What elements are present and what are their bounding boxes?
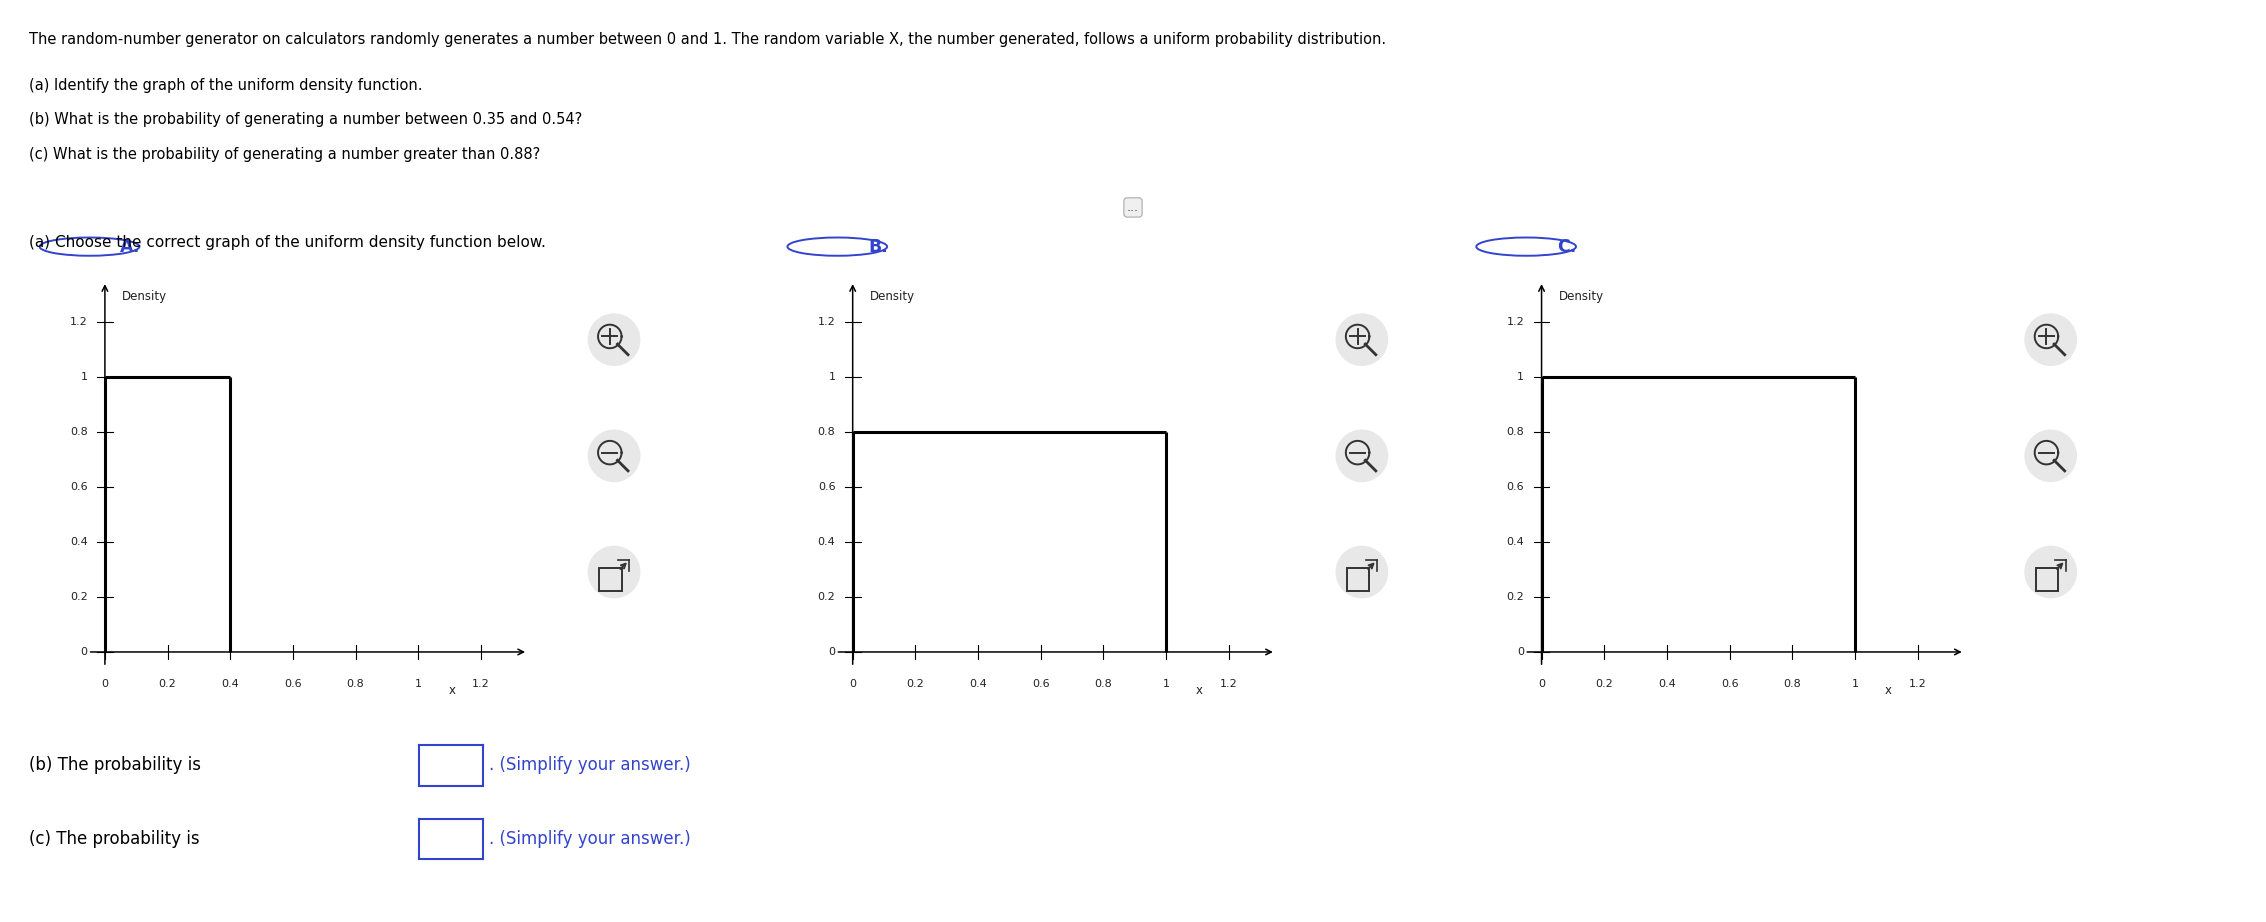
Text: 1.2: 1.2 <box>70 317 88 327</box>
Text: 1: 1 <box>1162 680 1169 690</box>
Text: 0.4: 0.4 <box>970 680 988 690</box>
Text: 0: 0 <box>102 680 109 690</box>
Text: 0: 0 <box>1539 680 1545 690</box>
Text: 1: 1 <box>1518 372 1525 383</box>
Circle shape <box>589 314 639 365</box>
Circle shape <box>589 547 639 597</box>
Circle shape <box>589 431 639 481</box>
Text: 0.4: 0.4 <box>70 538 88 547</box>
Text: 0.8: 0.8 <box>818 427 836 437</box>
Text: 0.2: 0.2 <box>70 592 88 602</box>
Text: (b) The probability is: (b) The probability is <box>29 756 202 774</box>
Circle shape <box>2026 314 2076 365</box>
Text: 0.2: 0.2 <box>906 680 925 690</box>
Text: C.: C. <box>1557 238 1575 255</box>
Circle shape <box>2026 431 2076 481</box>
Text: Density: Density <box>122 290 168 303</box>
Text: 1.2: 1.2 <box>818 317 836 327</box>
Text: x: x <box>1885 683 1892 696</box>
Text: 0.2: 0.2 <box>1595 680 1613 690</box>
Text: (a) Choose the correct graph of the uniform density function below.: (a) Choose the correct graph of the unif… <box>29 235 546 250</box>
Text: 0.6: 0.6 <box>1031 680 1049 690</box>
Text: x: x <box>1196 683 1203 696</box>
Text: 0.6: 0.6 <box>1507 482 1525 492</box>
Text: 1: 1 <box>1851 680 1858 690</box>
Text: 0.8: 0.8 <box>347 680 365 690</box>
Text: 0.6: 0.6 <box>70 482 88 492</box>
Text: Density: Density <box>1559 290 1604 303</box>
Text: Density: Density <box>870 290 915 303</box>
Text: 0.4: 0.4 <box>222 680 240 690</box>
Text: . (Simplify your answer.): . (Simplify your answer.) <box>489 830 691 848</box>
Text: 0: 0 <box>1518 647 1525 657</box>
Text: 0.8: 0.8 <box>1507 427 1525 437</box>
Text: 1.2: 1.2 <box>1219 680 1237 690</box>
Text: 0: 0 <box>829 647 836 657</box>
Text: 0.8: 0.8 <box>1783 680 1801 690</box>
Text: 0.2: 0.2 <box>159 680 177 690</box>
Text: 0.6: 0.6 <box>1720 680 1738 690</box>
Circle shape <box>2026 547 2076 597</box>
Text: (c) What is the probability of generating a number greater than 0.88?: (c) What is the probability of generatin… <box>29 147 542 161</box>
Text: 1: 1 <box>829 372 836 383</box>
Text: 0.8: 0.8 <box>1094 680 1113 690</box>
Text: . (Simplify your answer.): . (Simplify your answer.) <box>489 756 691 774</box>
Text: 0: 0 <box>82 647 88 657</box>
Text: (b) What is the probability of generating a number between 0.35 and 0.54?: (b) What is the probability of generatin… <box>29 112 582 127</box>
Text: A.: A. <box>120 238 140 255</box>
Text: 0.2: 0.2 <box>818 592 836 602</box>
Text: ...: ... <box>1126 201 1140 214</box>
Text: 1: 1 <box>82 372 88 383</box>
Text: x: x <box>449 683 455 696</box>
Text: The random-number generator on calculators randomly generates a number between 0: The random-number generator on calculato… <box>29 32 1387 47</box>
Text: 0.6: 0.6 <box>818 482 836 492</box>
Text: B.: B. <box>868 238 888 255</box>
Text: 0.4: 0.4 <box>1659 680 1677 690</box>
Text: 0.2: 0.2 <box>1507 592 1525 602</box>
Text: 1: 1 <box>415 680 421 690</box>
Text: 0.4: 0.4 <box>818 538 836 547</box>
Text: (c) The probability is: (c) The probability is <box>29 830 199 848</box>
Text: 0: 0 <box>850 680 857 690</box>
Text: (a) Identify the graph of the uniform density function.: (a) Identify the graph of the uniform de… <box>29 78 424 93</box>
Text: 1.2: 1.2 <box>471 680 489 690</box>
Text: 0.6: 0.6 <box>283 680 301 690</box>
Text: 1.2: 1.2 <box>1908 680 1926 690</box>
Circle shape <box>1337 314 1387 365</box>
Text: 1.2: 1.2 <box>1507 317 1525 327</box>
Text: 0.8: 0.8 <box>70 427 88 437</box>
Circle shape <box>1337 431 1387 481</box>
Text: 0.4: 0.4 <box>1507 538 1525 547</box>
Circle shape <box>1337 547 1387 597</box>
